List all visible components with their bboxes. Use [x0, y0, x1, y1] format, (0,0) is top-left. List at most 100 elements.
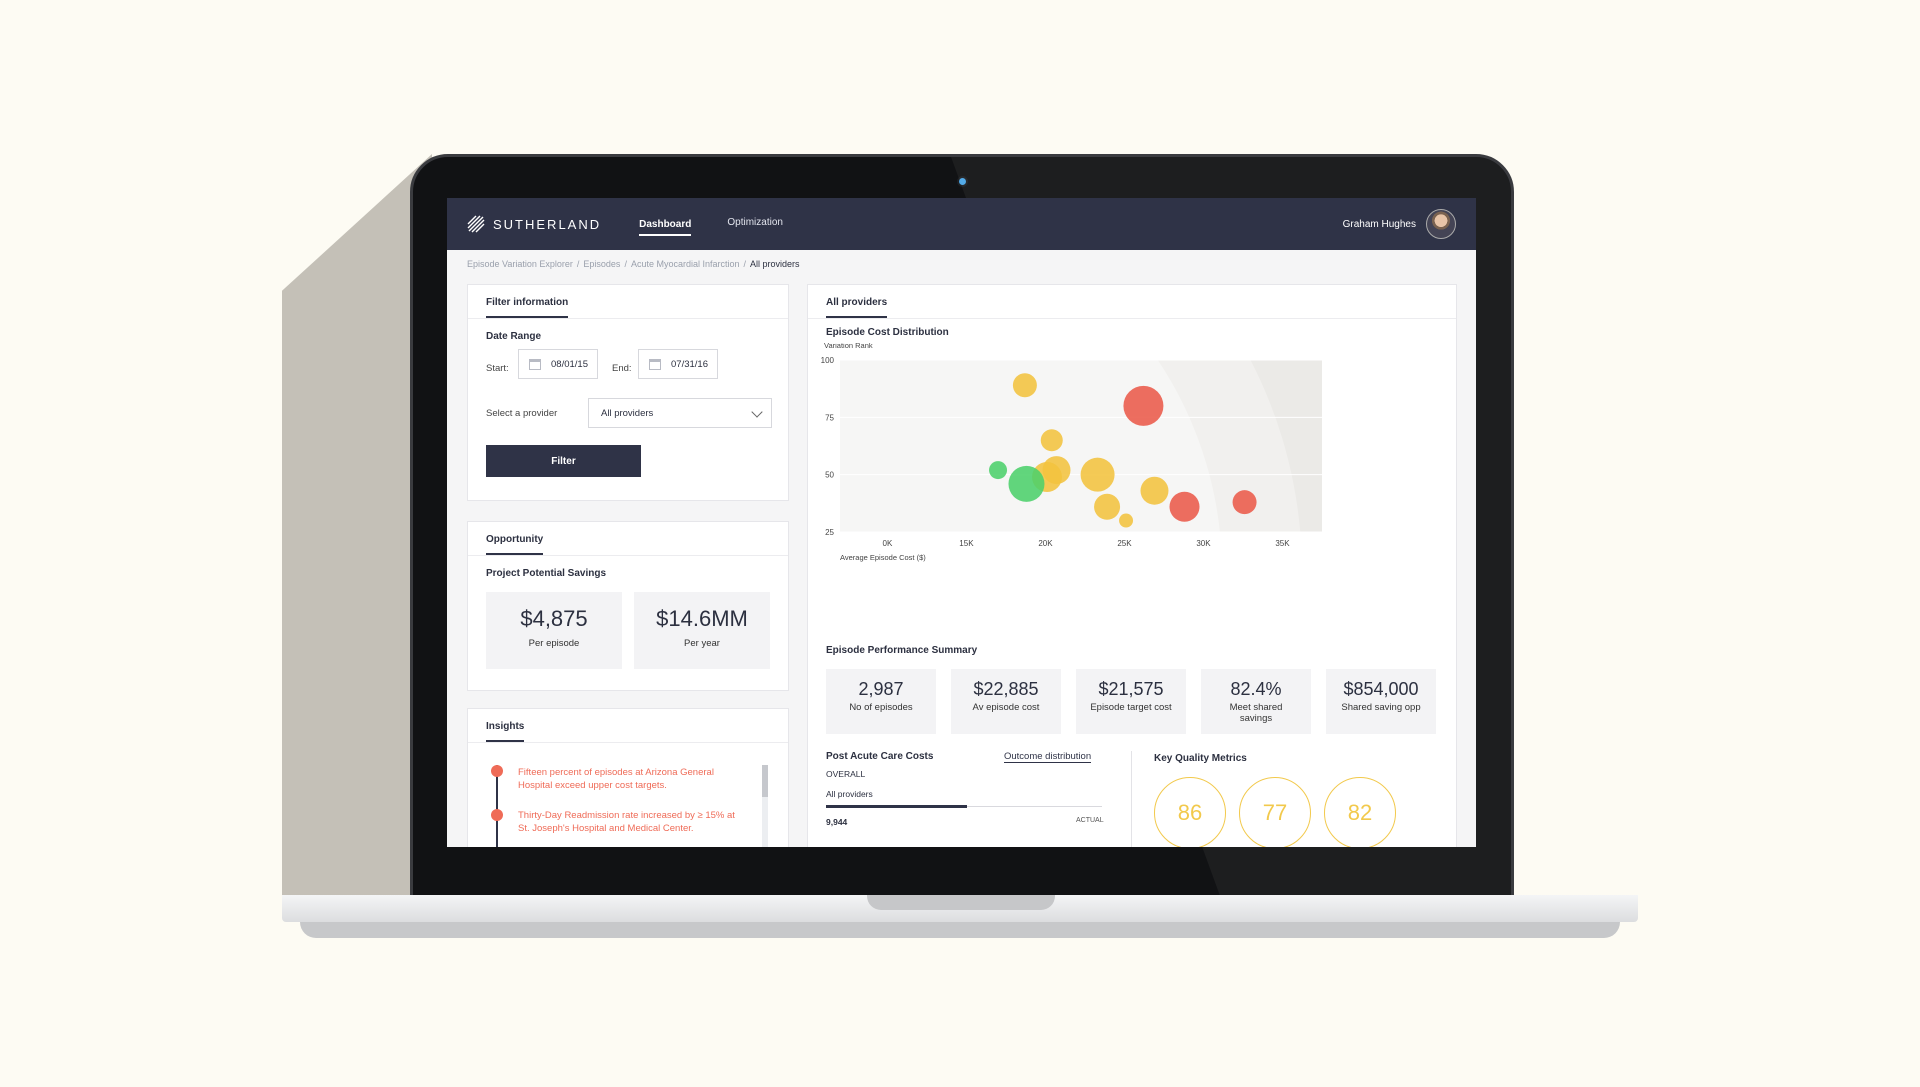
brand-mark-icon: [467, 215, 485, 233]
metric-label: Episode target cost: [1090, 702, 1172, 713]
insight-item[interactable]: Fifteen percent of episodes at Arizona G…: [518, 767, 714, 791]
camera-icon: [959, 178, 966, 185]
filter-button[interactable]: Filter: [486, 445, 641, 477]
data-point: [989, 461, 1008, 480]
data-point: [1080, 457, 1115, 492]
metric-card: $21,575 Episode target cost: [1076, 669, 1186, 734]
pac-provider-label: All providers: [826, 789, 873, 799]
metric-card: 2,987 No of episodes: [826, 669, 936, 734]
metric-value: $854,000: [1343, 679, 1419, 699]
breadcrumb-separator: /: [576, 259, 580, 269]
metric-card: $854,000 Shared saving opp: [1326, 669, 1436, 734]
date-range-title: Date Range: [486, 331, 542, 342]
metric-card: $22,885 Av episode cost: [951, 669, 1061, 734]
savings-subtitle: Project Potential Savings: [486, 568, 607, 579]
savings-card-episode: $4,875 Per episode: [486, 592, 622, 669]
post-acute-title: Post Acute Care Costs: [826, 751, 934, 762]
breadcrumb-item[interactable]: Episodes: [583, 259, 621, 269]
divider: [1131, 751, 1132, 847]
quality-gauge[interactable]: 86: [1154, 777, 1226, 847]
breadcrumb-current: All providers: [750, 259, 800, 269]
metric-value: $22,885: [973, 679, 1039, 699]
tab-all-providers[interactable]: All providers: [826, 297, 888, 318]
variation-band: [840, 360, 1220, 532]
metric-value: 82.4%: [1230, 679, 1282, 699]
x-tick-label: 20K: [1038, 539, 1053, 548]
savings-value: $14.6MM: [656, 606, 748, 631]
metric-card: 82.4% Meet shared savings: [1201, 669, 1311, 734]
breadcrumb-item[interactable]: Episode Variation Explorer: [467, 259, 573, 269]
episode-cost-chart: 100 75 50 25 0K 15K 20K 25K 30K 35K Variation Rank…: [821, 343, 1322, 562]
insight-item[interactable]: Thirty-Day Readmission rate increased by…: [518, 810, 735, 834]
pac-bar: [826, 805, 1102, 808]
savings-label: Per year: [684, 638, 720, 649]
provider-select-value: All providers: [601, 407, 654, 419]
data-point: [1008, 465, 1045, 502]
y-axis-label: Variation Rank: [824, 343, 873, 350]
y-tick-label: 25: [825, 528, 834, 537]
main-panel: All providers Episode Cost Distribution …: [807, 284, 1457, 847]
app-screen: SUTHERLAND Dashboard Optimization Graham…: [447, 198, 1476, 847]
breadcrumb-item[interactable]: Acute Myocardial Infarction: [630, 259, 740, 269]
end-date-value: 07/31/16: [671, 358, 708, 370]
y-tick-label: 50: [825, 471, 834, 480]
filter-panel: Filter information Date Range Start: 08/…: [467, 284, 789, 501]
calendar-icon: [529, 358, 541, 370]
data-point: [1040, 429, 1063, 452]
quality-gauge[interactable]: 82: [1324, 777, 1396, 847]
laptop-base-bottom: [300, 922, 1620, 938]
end-date-input[interactable]: 07/31/16: [638, 349, 718, 379]
x-axis-label: Average Episode Cost ($): [840, 553, 926, 562]
tab-opportunity[interactable]: Opportunity: [486, 534, 544, 555]
tab-insights[interactable]: Insights: [486, 721, 525, 742]
laptop-shadow: [282, 154, 432, 914]
chart-title: Episode Cost Distribution: [826, 327, 949, 338]
user-menu[interactable]: Graham Hughes: [1343, 198, 1456, 250]
y-tick-label: 100: [821, 356, 835, 365]
data-point: [1232, 490, 1257, 515]
savings-card-year: $14.6MM Per year: [634, 592, 770, 669]
insights-panel: Insights Fifteen percent of episodes at …: [467, 708, 789, 847]
metric-label: Shared saving opp: [1341, 702, 1421, 713]
breadcrumb: Episode Variation Explorer / Episodes / Ac…: [447, 250, 1476, 278]
tab-filter-information[interactable]: Filter information: [486, 297, 569, 318]
scrollbar-thumb[interactable]: [762, 765, 768, 797]
nav-optimization[interactable]: Optimization: [727, 216, 783, 228]
pac-actual-label: ACTUAL: [1076, 817, 1104, 824]
alert-icon: [491, 765, 503, 777]
brand-logo[interactable]: SUTHERLAND: [467, 215, 601, 233]
quality-gauge[interactable]: 77: [1239, 777, 1311, 847]
outcome-distribution-link[interactable]: Outcome distribution: [1004, 751, 1092, 763]
pac-overall-label: OVERALL: [826, 769, 866, 779]
chevron-down-icon: [751, 406, 763, 418]
metric-value: 2,987: [858, 679, 904, 699]
start-date-input[interactable]: 08/01/15: [518, 349, 598, 379]
metric-label: Meet shared savings: [1229, 702, 1283, 724]
data-point: [1094, 493, 1121, 520]
end-label: End:: [612, 363, 632, 374]
avatar[interactable]: [1426, 209, 1456, 239]
user-name: Graham Hughes: [1342, 218, 1416, 230]
data-point: [1119, 513, 1134, 528]
insights-scrollbar[interactable]: [762, 765, 768, 847]
data-point: [1169, 491, 1200, 522]
breadcrumb-separator: /: [743, 259, 747, 269]
provider-select[interactable]: All providers: [588, 398, 772, 428]
x-tick-label: 15K: [959, 539, 974, 548]
savings-label: Per episode: [528, 638, 580, 649]
metric-label: Av episode cost: [972, 702, 1040, 713]
start-date-value: 08/01/15: [551, 358, 588, 370]
nav-dashboard[interactable]: Dashboard: [639, 219, 692, 236]
x-tick-label: 25K: [1117, 539, 1132, 548]
metric-label: No of episodes: [849, 702, 913, 713]
alert-icon: [491, 809, 503, 821]
start-label: Start:: [486, 363, 509, 374]
data-point: [1123, 385, 1164, 426]
performance-title: Episode Performance Summary: [826, 645, 978, 656]
provider-label: Select a provider: [486, 408, 558, 419]
y-tick-label: 75: [825, 413, 834, 422]
quality-metrics-title: Key Quality Metrics: [1154, 753, 1247, 764]
metric-value: $21,575: [1098, 679, 1164, 699]
data-point: [1012, 373, 1037, 398]
x-tick-label: 30K: [1196, 539, 1211, 548]
